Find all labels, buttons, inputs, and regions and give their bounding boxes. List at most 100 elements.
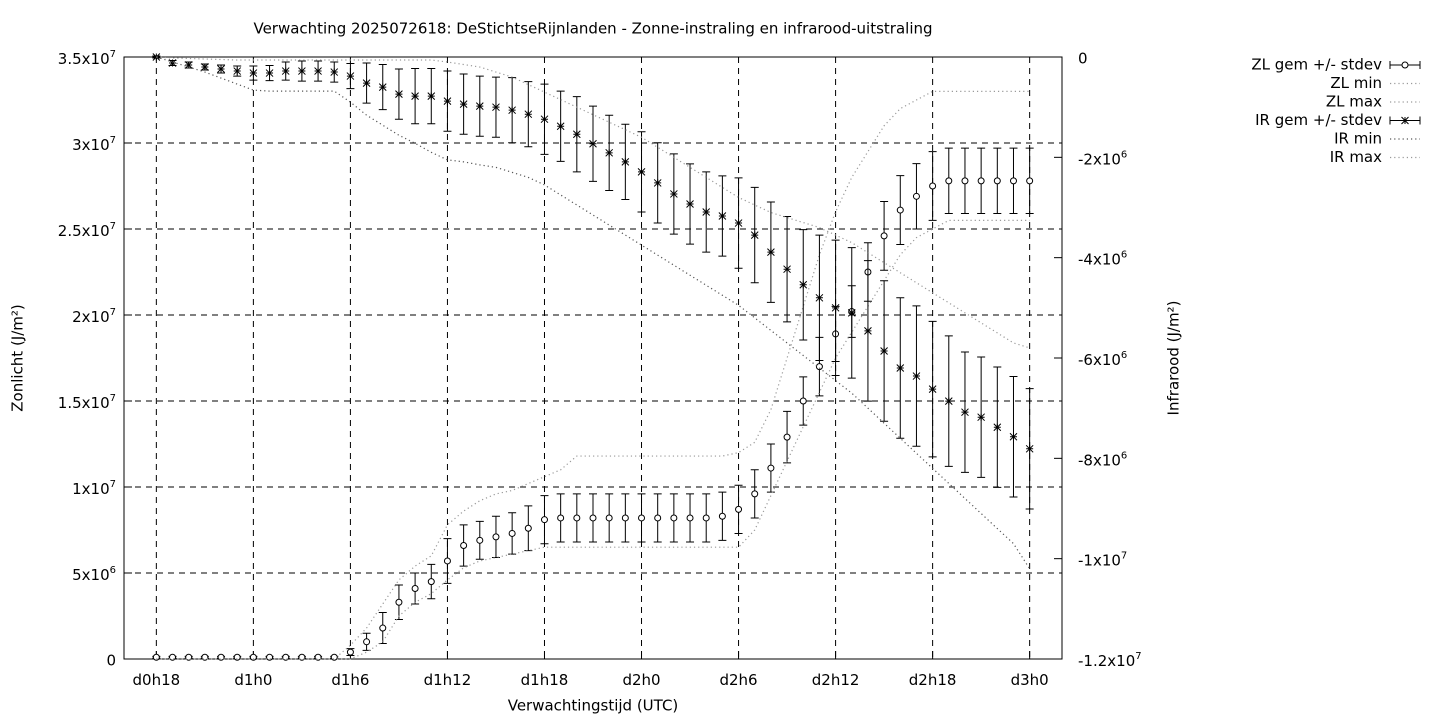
x-tick-label-base: d1h6: [331, 671, 369, 689]
point-marker: [395, 598, 403, 606]
point-marker: [945, 177, 953, 185]
y2-tick-label: -6x106: [1078, 350, 1127, 369]
series-0: [152, 147, 1034, 661]
point-marker: [346, 72, 355, 80]
point-marker: [977, 413, 985, 422]
y-tick-label: 5x106: [72, 565, 116, 584]
point-marker: [540, 115, 549, 124]
point-marker: [686, 200, 694, 208]
legend-label: ZL min: [1330, 74, 1382, 92]
y2-tick-label: -1x107: [1078, 550, 1127, 569]
y-tick-label-exp: 7: [110, 135, 116, 146]
range-line: [156, 90, 1030, 660]
point-marker: [589, 139, 597, 148]
point-marker: [298, 67, 306, 75]
y-tick-label-base: 1x10: [72, 480, 110, 498]
point-marker: [1009, 177, 1017, 185]
point-marker: [476, 536, 484, 544]
y-tick-label-exp: 7: [110, 307, 116, 318]
point-marker: [621, 157, 630, 166]
point-marker: [572, 130, 581, 139]
y2-tick-label-base: -4x10: [1078, 250, 1121, 268]
point-marker: [815, 293, 824, 302]
point-marker: [249, 653, 257, 661]
point-marker: [460, 541, 468, 549]
point-marker: [508, 106, 516, 115]
y-tick-label-exp: 7: [110, 221, 116, 232]
point-marker: [993, 177, 1001, 185]
point-marker: [605, 148, 614, 157]
point-marker: [670, 190, 678, 198]
point-marker: [330, 68, 339, 76]
point-marker: [524, 110, 533, 119]
x-tick-label-base: d3h0: [1011, 671, 1049, 689]
point-marker: [282, 653, 290, 661]
point-marker: [1026, 177, 1034, 185]
point-marker: [961, 177, 969, 185]
legend-label: IR max: [1330, 148, 1382, 166]
point-marker: [184, 61, 193, 69]
chart-title: Verwachting 2025072618: DeStichtseRijnla…: [253, 20, 932, 38]
point-marker: [783, 433, 791, 441]
point-marker: [977, 177, 985, 185]
point-marker: [912, 372, 921, 380]
x-tick-label-base: d2h0: [622, 671, 660, 689]
point-marker: [767, 464, 775, 472]
point-marker: [168, 59, 177, 67]
y-tick-label: 3x107: [72, 135, 116, 154]
series-5: [156, 56, 1030, 349]
x-tick-label-base: d2h18: [909, 671, 957, 689]
y-tick-label: 1.5x107: [58, 393, 116, 412]
point-marker: [459, 100, 468, 109]
point-marker: [378, 83, 387, 91]
x-tick-label: d0h18: [133, 671, 181, 689]
point-marker: [281, 67, 290, 75]
y-tick-label-exp: 7: [110, 49, 116, 60]
series-1: [156, 219, 1030, 660]
point-marker: [896, 364, 905, 372]
y-tick-label-base: 5x10: [72, 566, 110, 584]
y-tick-label: 0: [106, 652, 116, 670]
point-marker: [492, 103, 500, 112]
point-marker: [653, 179, 662, 187]
y-tick-label-exp: 7: [110, 393, 116, 404]
point-marker: [880, 232, 888, 240]
point-marker: [379, 624, 387, 632]
y2-tick-label-base: -6x10: [1078, 351, 1121, 369]
point-marker: [638, 514, 646, 522]
point-marker: [363, 638, 371, 646]
point-marker: [540, 516, 548, 524]
legend-label: IR min: [1334, 130, 1382, 148]
series-2: [156, 90, 1030, 660]
point-marker: [1401, 116, 1409, 125]
y2-tick-label-exp: 6: [1121, 350, 1127, 361]
point-marker: [557, 514, 565, 522]
y-tick-label-base: 1.5x10: [58, 394, 110, 412]
point-marker: [443, 557, 451, 565]
point-marker: [993, 423, 1002, 432]
point-marker: [492, 533, 500, 541]
x-tick-label: d2h0: [622, 671, 660, 689]
point-marker: [750, 231, 759, 239]
y-axis-label: Zonlicht (J/m²): [9, 304, 27, 412]
point-marker: [362, 79, 371, 87]
point-marker: [249, 69, 258, 77]
point-marker: [1025, 444, 1034, 453]
x-tick-label-base: d2h12: [812, 671, 860, 689]
point-marker: [896, 206, 904, 214]
point-marker: [169, 653, 177, 661]
range-line: [156, 219, 1030, 660]
y-tick-label-exp: 7: [110, 479, 116, 490]
point-marker: [944, 397, 953, 405]
point-marker: [718, 512, 726, 520]
x-axis-label: Verwachtingstijd (UTC): [508, 697, 679, 715]
point-marker: [201, 63, 209, 71]
point-marker: [1009, 432, 1018, 441]
x-tick-label: d1h18: [521, 671, 569, 689]
x-tick-label: d1h12: [424, 671, 472, 689]
point-marker: [702, 208, 711, 216]
x-tick-label-base: d0h18: [133, 671, 181, 689]
point-marker: [783, 265, 791, 274]
point-marker: [427, 92, 436, 100]
